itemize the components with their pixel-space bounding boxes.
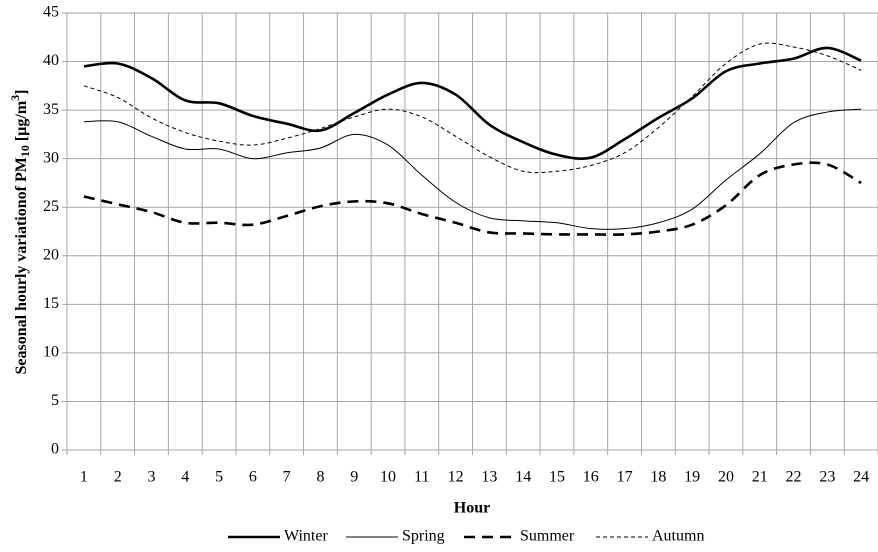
y-tick-label: 15 — [43, 295, 59, 312]
x-axis-label: Hour — [454, 500, 490, 517]
y-label-part: Seasonal hourly variationof PM — [13, 157, 30, 374]
x-tick-label: 9 — [350, 469, 358, 486]
x-tick-label: 17 — [617, 469, 633, 486]
x-tick-label: 16 — [583, 469, 599, 486]
y-axis-label: Seasonal hourly variationof PM10 [µg/m3] — [8, 90, 32, 375]
x-tick-label: 21 — [752, 469, 768, 486]
y-label-sup: 3 — [8, 95, 22, 101]
y-tick-label: 35 — [43, 101, 59, 118]
x-tick-label: 2 — [114, 469, 122, 486]
x-tick-label: 4 — [181, 469, 189, 486]
y-label-sub: 10 — [18, 145, 32, 157]
x-tick-label: 13 — [481, 469, 497, 486]
legend-label: Winter — [284, 528, 328, 545]
x-tick-label: 12 — [448, 469, 464, 486]
x-tick-label: 3 — [147, 469, 155, 486]
x-tick-label: 19 — [684, 469, 700, 486]
y-tick-label: 40 — [43, 52, 59, 69]
x-tick-label: 1 — [80, 469, 88, 486]
x-tick-label: 20 — [718, 469, 734, 486]
y-tick-label: 30 — [43, 149, 59, 166]
x-tick-label: 22 — [786, 469, 802, 486]
x-tick-label: 6 — [249, 469, 257, 486]
y-label-part: ] — [13, 90, 30, 95]
y-tick-label: 25 — [43, 198, 59, 215]
x-tick-label: 5 — [215, 469, 223, 486]
y-label-part: [µg/m — [13, 100, 30, 145]
x-tick-label: 15 — [549, 469, 565, 486]
legend-label: Autumn — [652, 528, 704, 545]
series-line — [83, 108, 862, 230]
x-tick-label: 23 — [819, 469, 835, 486]
x-tick-label: 14 — [515, 469, 531, 486]
x-tick-label: 18 — [650, 469, 666, 486]
x-tick-label: 10 — [380, 469, 396, 486]
series-line — [83, 161, 862, 236]
legend-label: Spring — [402, 528, 445, 545]
y-tick-label: 45 — [43, 4, 59, 21]
y-tick-label: 10 — [43, 344, 59, 361]
legend-label: Summer — [520, 528, 575, 545]
series-line — [83, 42, 862, 174]
x-tick-label: 7 — [283, 469, 291, 486]
y-tick-label: 5 — [51, 392, 59, 409]
x-tick-label: 24 — [853, 469, 869, 486]
series-line — [83, 46, 862, 160]
x-tick-label: 8 — [316, 469, 324, 486]
x-tick-label: 11 — [414, 469, 429, 486]
y-tick-label: 20 — [43, 246, 59, 263]
y-tick-label: 0 — [51, 441, 59, 458]
